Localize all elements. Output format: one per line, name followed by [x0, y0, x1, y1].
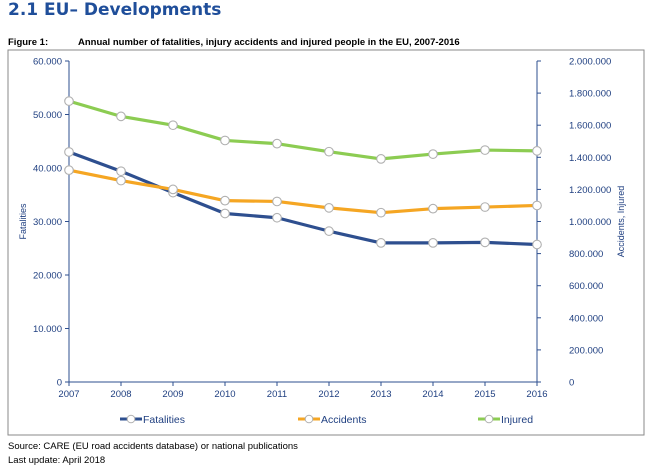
accidents-point — [480, 202, 490, 212]
accidents-point — [116, 175, 126, 186]
figure-caption-line: Figure 1: Annual number of fatalities, in… — [8, 37, 460, 48]
chart-axes: 010.00020.00030.00040.00050.00060.000020… — [18, 57, 626, 401]
y-right-tick-label: 400.000 — [569, 313, 603, 324]
y-right-tick-label: 1.200.000 — [569, 185, 611, 196]
x-tick-label: 2010 — [214, 389, 235, 400]
accidents-point — [64, 165, 74, 175]
y-right-tick-label: 1.600.000 — [569, 121, 611, 132]
chart-legend: Fatalities Accidents Injured — [120, 414, 533, 426]
injured-point — [428, 149, 438, 159]
x-tick-label: 2013 — [370, 389, 391, 400]
injured-point — [272, 138, 282, 149]
legend-accidents-label: Accidents — [321, 414, 367, 426]
y-axis-right-title: Accidents, Injured — [616, 186, 626, 258]
fatalities-point — [272, 212, 282, 223]
accidents-point — [272, 196, 282, 207]
legend-fatalities-label: Fatalities — [143, 414, 185, 426]
y-right-tick-label: 2.000.000 — [569, 57, 611, 68]
fatalities-point — [480, 237, 490, 248]
x-tick-label: 2009 — [162, 389, 183, 400]
y-right-tick-label: 200.000 — [569, 345, 603, 356]
y-left-tick-label: 40.000 — [33, 164, 62, 175]
injured-line — [68, 99, 538, 161]
source-note: Source: CARE (EU road accidents database… — [8, 441, 298, 452]
x-tick-label: 2015 — [474, 389, 495, 400]
fatalities-point — [324, 226, 334, 236]
last-update-note: Last update: April 2018 — [8, 455, 106, 466]
accidents-line — [68, 168, 538, 215]
fatalities-line — [68, 150, 538, 247]
y-left-tick-label: 10.000 — [33, 324, 62, 335]
injured-point — [64, 96, 74, 106]
section-title: 2.1 EU– Developments — [8, 0, 222, 20]
injured-point — [116, 111, 126, 122]
y-right-tick-label: 0 — [569, 378, 574, 389]
y-left-tick-label: 20.000 — [33, 271, 62, 282]
legend-injured-label: Injured — [501, 414, 533, 426]
x-tick-label: 2008 — [110, 389, 131, 400]
fatalities-point — [428, 238, 438, 248]
fatalities-point — [116, 166, 126, 177]
y-left-tick-label: 30.000 — [33, 217, 62, 228]
x-tick-label: 2007 — [58, 389, 79, 400]
y-right-tick-label: 1.000.000 — [569, 217, 611, 228]
y-right-tick-label: 600.000 — [569, 281, 603, 292]
fatalities-point — [532, 239, 542, 250]
x-tick-label: 2012 — [318, 389, 339, 400]
y-axis-left-title: Fatalities — [18, 203, 28, 240]
injured-point — [480, 145, 490, 155]
legend-injured-marker — [484, 414, 494, 424]
accidents-point — [428, 203, 438, 214]
y-left-tick-label: 60.000 — [33, 57, 62, 68]
injured-point — [532, 146, 542, 156]
accidents-point — [220, 195, 230, 206]
legend-fatalities-marker — [126, 414, 136, 424]
y-left-tick-label: 0 — [57, 378, 62, 389]
accidents-point — [168, 184, 178, 195]
accidents-point — [532, 200, 542, 211]
chart-frame — [7, 49, 645, 436]
y-right-tick-label: 1.800.000 — [569, 89, 611, 100]
x-tick-label: 2016 — [526, 389, 547, 400]
legend-accidents-marker — [304, 414, 314, 424]
injured-point — [168, 120, 178, 131]
figure-label: Figure 1: — [8, 37, 49, 48]
x-tick-label: 2011 — [267, 389, 287, 400]
y-right-tick-label: 800.000 — [569, 249, 603, 260]
fatalities-point — [64, 147, 74, 157]
fatalities-point — [376, 238, 386, 248]
y-left-tick-label: 50.000 — [33, 110, 62, 121]
y-right-tick-label: 1.400.000 — [569, 153, 611, 164]
figure-caption: Annual number of fatalities, injury acci… — [78, 37, 460, 48]
chart-series — [64, 96, 542, 250]
fatalities-point — [220, 208, 230, 219]
injured-point — [324, 146, 334, 157]
accidents-point — [376, 207, 386, 218]
injured-point — [376, 154, 386, 164]
injured-point — [220, 135, 230, 146]
x-tick-label: 2014 — [422, 389, 443, 400]
accidents-point — [324, 203, 334, 213]
